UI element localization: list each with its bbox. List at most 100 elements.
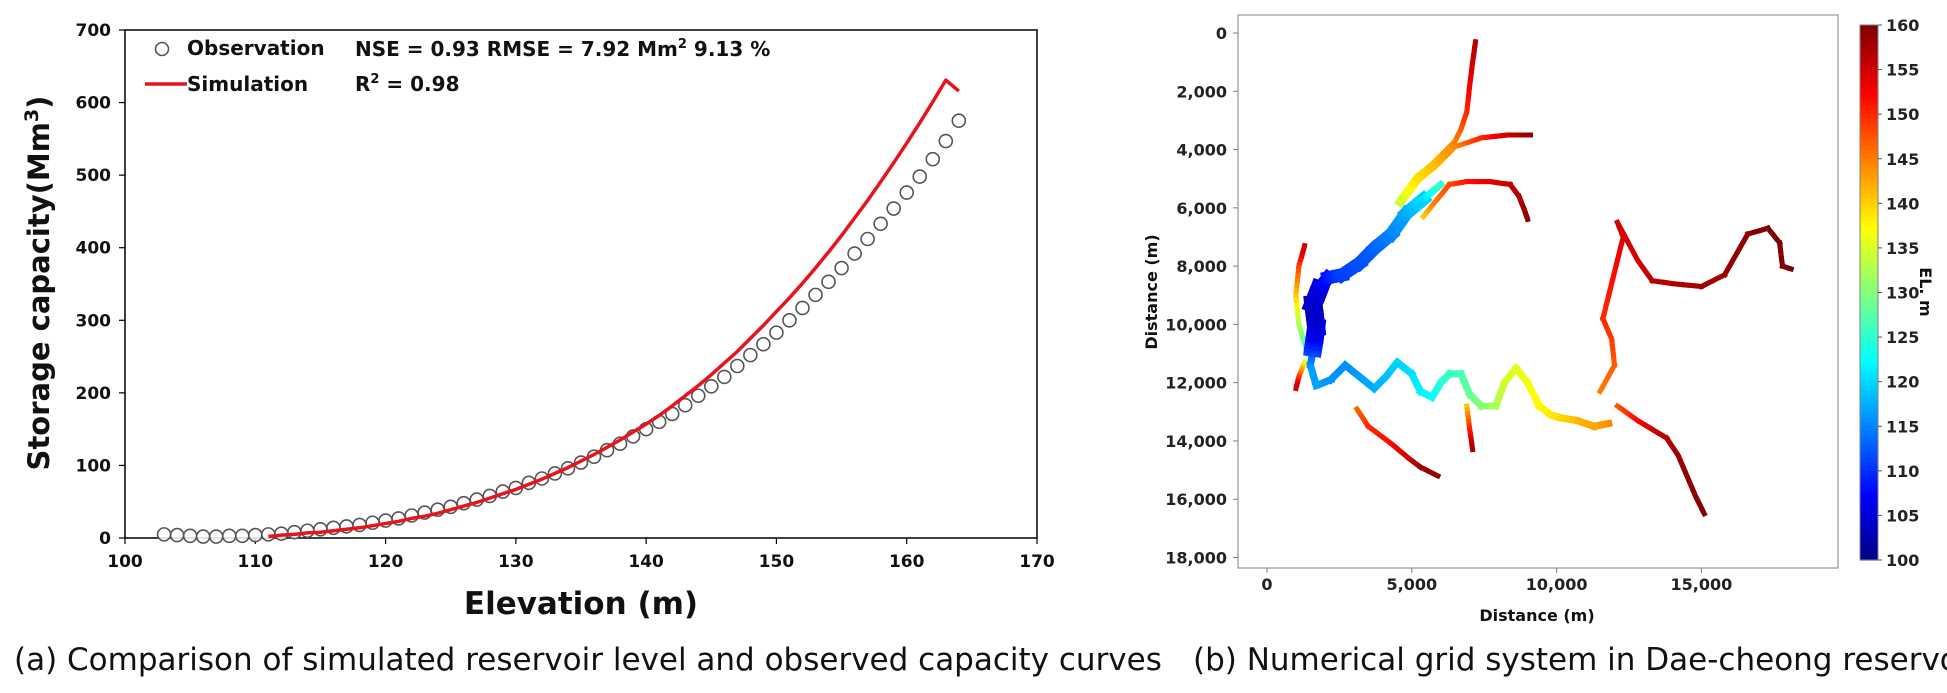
colorbar-band (1860, 225, 1878, 231)
colorbar-band (1860, 386, 1878, 392)
colorbar-band (1860, 457, 1878, 463)
colorbar-tick-label: 140 (1886, 194, 1919, 213)
colorbar-tick-label: 130 (1886, 284, 1919, 303)
map-y-tick-label: 12,000 (1165, 374, 1227, 393)
colorbar-band (1860, 524, 1878, 530)
observation-point (886, 201, 901, 216)
caption-a: (a) Comparison of simulated reservoir le… (14, 642, 1162, 678)
y-tick-label: 0 (99, 529, 111, 549)
colorbar-band (1860, 350, 1878, 356)
colorbar-band (1860, 69, 1878, 75)
colorbar-band (1860, 470, 1878, 476)
colorbar-band (1860, 502, 1878, 508)
colorbar-band (1860, 96, 1878, 102)
colorbar-band (1860, 29, 1878, 35)
colorbar-band (1860, 453, 1878, 459)
colorbar-tick-label: 105 (1886, 506, 1919, 525)
colorbar-band (1860, 305, 1878, 311)
legend-observation-marker (154, 41, 170, 57)
colorbar-band (1860, 510, 1878, 517)
colorbar-band (1860, 323, 1878, 329)
y-tick-label: 100 (76, 456, 112, 476)
colorbar-tick-label: 160 (1886, 16, 1919, 35)
colorbar-band (1860, 310, 1878, 316)
colorbar-band (1860, 140, 1878, 146)
colorbar-band (1860, 207, 1878, 213)
colorbar-band (1860, 417, 1878, 423)
colorbar-band (1860, 163, 1878, 169)
colorbar-band (1860, 105, 1878, 111)
observation-point (690, 388, 706, 404)
observation-point (300, 523, 315, 539)
colorbar-band (1860, 390, 1878, 396)
y-axis-label: Storage capacity(Mm3) (21, 96, 56, 471)
x-tick-label: 140 (628, 552, 664, 572)
colorbar-band (1860, 181, 1878, 187)
colorbar-band (1860, 515, 1878, 521)
x-axis-label: Elevation (m) (464, 586, 698, 622)
colorbar-band (1860, 189, 1878, 196)
map-y-tick-label: 8,000 (1176, 257, 1227, 276)
colorbar-band (1860, 261, 1878, 267)
observation-point (182, 528, 198, 544)
x-tick-label: 150 (759, 552, 795, 572)
colorbar-band (1860, 546, 1878, 552)
colorbar-band (1860, 448, 1878, 454)
map-y-tick-label: 2,000 (1176, 82, 1227, 101)
colorbar-band (1860, 381, 1878, 387)
x-tick-label: 130 (498, 552, 534, 572)
grid-map-chart: 0 5,000 10,000 15,000 0 2,000 4,000 6,000 8,000 1… (1142, 14, 1935, 625)
colorbar-band (1860, 537, 1878, 543)
observation-point (730, 358, 745, 374)
colorbar-tick-label: 120 (1886, 373, 1919, 392)
colorbar-label: EL. m (1916, 267, 1935, 316)
colorbar-band (1860, 519, 1878, 525)
colorbar-band (1860, 408, 1878, 414)
observation-point (156, 527, 172, 542)
colorbar-band (1860, 377, 1878, 383)
observation-point (756, 336, 771, 352)
reservoir-branch (1613, 402, 1708, 518)
reservoir-branch (1596, 219, 1795, 395)
caption-b: (b) Numerical grid system in Dae-cheong … (1193, 642, 1947, 678)
colorbar-band (1860, 221, 1878, 227)
y-tick-label: 300 (76, 311, 112, 331)
colorbar-band (1860, 82, 1878, 89)
colorbar-band (1860, 288, 1878, 294)
colorbar-band (1860, 87, 1878, 93)
colorbar-tick-label: 115 (1886, 417, 1919, 436)
colorbar-band (1860, 403, 1878, 410)
observation-point (717, 369, 732, 385)
colorbar-band (1860, 479, 1878, 485)
reservoir-branch (1301, 179, 1613, 431)
colorbar-tick-label: 145 (1886, 150, 1919, 169)
observation-point (795, 300, 810, 316)
colorbar-band (1860, 274, 1878, 280)
colorbar-band (1860, 412, 1878, 418)
colorbar-band (1860, 488, 1878, 494)
x-tick-label: 110 (238, 552, 274, 572)
colorbar-band (1860, 301, 1878, 307)
map-x-tick-label: 5,000 (1386, 575, 1437, 594)
colorbar-band (1860, 475, 1878, 481)
reservoir-branch (1419, 178, 1531, 223)
colorbar-band (1860, 158, 1878, 164)
observation-point (743, 347, 758, 363)
grid-cell-segment (1432, 179, 1446, 192)
colorbar-band (1860, 230, 1878, 236)
colorbar-band (1860, 47, 1878, 53)
colorbar-band (1860, 51, 1878, 57)
colorbar-band (1860, 461, 1878, 467)
colorbar-band (1860, 42, 1878, 48)
colorbar-band (1860, 430, 1878, 436)
x-tick-label: 120 (368, 552, 404, 572)
colorbar-tick-label: 155 (1886, 61, 1919, 80)
colorbar-band (1860, 332, 1878, 338)
colorbar-tick-label: 135 (1886, 239, 1919, 258)
colorbar-tick-label: 110 (1886, 462, 1919, 481)
map-y-axis-label: Distance (m) (1142, 234, 1161, 349)
x-tick-label: 100 (107, 552, 143, 572)
map-y-tick-label: 16,000 (1165, 490, 1227, 509)
colorbar-band (1860, 154, 1878, 160)
